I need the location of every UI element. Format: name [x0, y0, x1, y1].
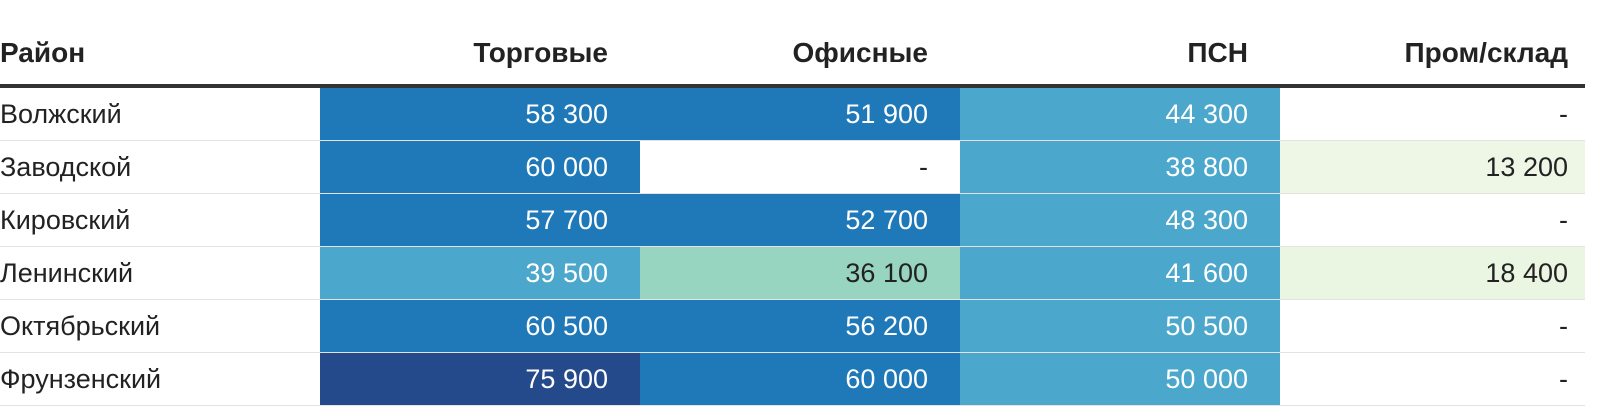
heatmap-cell-industrial: 18 400 — [1280, 246, 1585, 300]
heatmap-cell-office: 36 100 — [640, 246, 960, 300]
heatmap-cell-psn: 50 500 — [960, 299, 1280, 353]
district-name-cell: Октябрьский — [0, 299, 320, 353]
table-body: Волжский 58 300 51 900 44 300- Заводской 60 0… — [0, 86, 1585, 406]
heatmap-cell-industrial: - — [1280, 352, 1585, 406]
column-header-district: Район — [0, 22, 320, 88]
heatmap-cell-retail: 60 000 — [320, 140, 640, 194]
heatmap-cell-psn: 48 300 — [960, 193, 1280, 247]
heatmap-cell-office: 56 200 — [640, 299, 960, 353]
heatmap-cell-retail: 58 300 — [320, 86, 640, 141]
heatmap-cell-retail: 60 500 — [320, 299, 640, 353]
heatmap-cell-retail: 75 900 — [320, 352, 640, 406]
column-header-office: Офисные — [640, 22, 960, 88]
heatmap-cell-psn: 41 600 — [960, 246, 1280, 300]
column-header-industrial: Пром/склад — [1280, 22, 1585, 88]
table-row: Волжский 58 300 51 900 44 300- — [0, 86, 1585, 141]
heatmap-cell-industrial: - — [1280, 86, 1585, 141]
district-name-cell: Фрунзенский — [0, 352, 320, 406]
heatmap-table: Район Торговые Офисные ПСН Пром/склад Во… — [0, 22, 1585, 406]
table-row: Октябрьский 60 500 56 200 50 500- — [0, 299, 1585, 353]
heatmap-cell-office: - — [640, 140, 960, 194]
district-name-cell: Ленинский — [0, 246, 320, 300]
heatmap-cell-office: 51 900 — [640, 86, 960, 141]
heatmap-cell-industrial: - — [1280, 193, 1585, 247]
heatmap-cell-retail: 39 500 — [320, 246, 640, 300]
column-header-retail: Торговые — [320, 22, 640, 88]
table-row: Заводской 60 000-38 800 13 200 — [0, 140, 1585, 194]
heatmap-cell-office: 52 700 — [640, 193, 960, 247]
heatmap-cell-office: 60 000 — [640, 352, 960, 406]
heatmap-cell-industrial: 13 200 — [1280, 140, 1585, 194]
heatmap-cell-industrial: - — [1280, 299, 1585, 353]
heatmap-cell-retail: 57 700 — [320, 193, 640, 247]
district-name-cell: Волжский — [0, 86, 320, 141]
table-row: Фрунзенский 75 900 60 000 50 000- — [0, 352, 1585, 406]
header-row: Район Торговые Офисные ПСН Пром/склад — [0, 22, 1585, 88]
column-header-psn: ПСН — [960, 22, 1280, 88]
table-row: Кировский 57 700 52 700 48 300- — [0, 193, 1585, 247]
heatmap-cell-psn: 38 800 — [960, 140, 1280, 194]
district-name-cell: Заводской — [0, 140, 320, 194]
heatmap-cell-psn: 44 300 — [960, 86, 1280, 141]
district-name-cell: Кировский — [0, 193, 320, 247]
heatmap-cell-psn: 50 000 — [960, 352, 1280, 406]
table-row: Ленинский 39 500 36 100 41 600 18 400 — [0, 246, 1585, 300]
